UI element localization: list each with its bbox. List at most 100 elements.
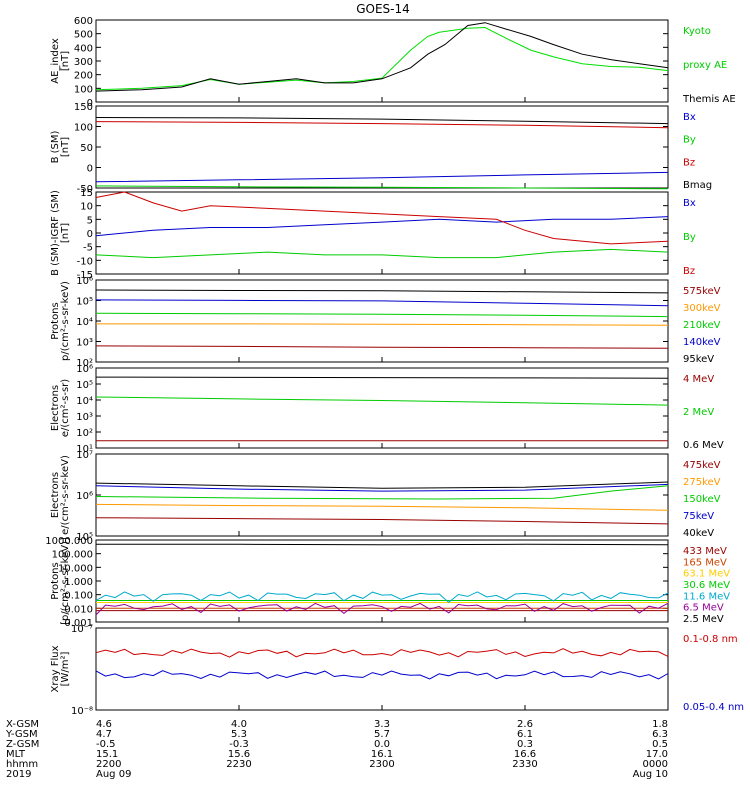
- ephemeris-value: 2200: [96, 759, 121, 770]
- series-line: [95, 26, 669, 91]
- legend-entry: Kyoto: [683, 26, 711, 37]
- y-tick-label: 100: [74, 84, 93, 95]
- y-tick-label: -10: [77, 256, 93, 267]
- y-axis-label: Electrons: [50, 385, 61, 431]
- y-tick-label: 10⁴: [76, 317, 93, 328]
- panel-6: 10⁷ 10⁶ 10⁵ Electrons e/(cm²-s-sr-keV) 475keV…: [50, 450, 721, 543]
- ephemeris-row-label: 2019: [6, 769, 31, 780]
- ephemeris-value: 15.1: [96, 749, 118, 760]
- legend-entry: 0.1-0.8 nm: [683, 634, 738, 645]
- series-line: [95, 216, 669, 237]
- y-axis-label: B (SM): [50, 130, 61, 163]
- panel-frame: [95, 19, 669, 103]
- y-tick-label: 10⁻⁷: [71, 624, 93, 635]
- series-line: [95, 289, 669, 294]
- ephemeris-value: 2330: [512, 759, 537, 770]
- legend-entry: proxy AE: [683, 60, 727, 71]
- ephemeris-row-label: Y-GSM: [5, 729, 38, 740]
- series-line: [95, 171, 669, 183]
- legend-entry: 433 MeV: [683, 546, 727, 557]
- y-tick-label: 10¹: [76, 444, 93, 455]
- legend-entry: 0.6 MeV: [683, 440, 724, 451]
- ephemeris-value: 4.6: [96, 719, 112, 730]
- ephemeris-value: 4.0: [231, 719, 247, 730]
- panel-frame: [95, 191, 669, 275]
- y-axis-label: [W/m²]: [60, 651, 71, 686]
- ephemeris-value: 0000: [643, 759, 668, 770]
- y-tick-label: 10⁵: [76, 532, 93, 543]
- legend-entry: Bz: [683, 266, 695, 277]
- y-tick-label: 10⁶: [76, 491, 93, 502]
- series-line: [95, 299, 669, 307]
- legend-entry: 2 MeV: [683, 407, 714, 418]
- legend-entry: 0.05-0.4 nm: [683, 702, 744, 713]
- ephemeris-value: 0.3: [517, 739, 533, 750]
- legend-entry: 6.5 MeV: [683, 603, 724, 614]
- y-axis-label: [nT]: [60, 51, 71, 71]
- chart-title: GOES-14: [356, 2, 410, 16]
- ephemeris-value: 17.0: [646, 749, 668, 760]
- y-tick-label: 600: [74, 16, 93, 27]
- y-tick-label: 1.000: [64, 577, 93, 588]
- y-axis-label: Protons: [50, 302, 61, 339]
- ephemeris-value: 16.1: [371, 749, 393, 760]
- y-tick-label: 0: [87, 229, 93, 240]
- series-line: [95, 396, 669, 406]
- legend-entry: 275keV: [683, 477, 721, 488]
- y-axis-label: AE_index: [50, 38, 61, 84]
- series-line: [95, 481, 669, 489]
- y-tick-label: 10²: [76, 428, 93, 439]
- panel-1: 600 500 400 300 200 100 0 AE_index [nT] Kyoto prox…: [50, 16, 736, 109]
- y-tick-label: 10³: [76, 338, 93, 349]
- series-line: [95, 485, 669, 500]
- ephemeris-value: 6.1: [517, 729, 533, 740]
- y-tick-label: 100: [74, 123, 93, 134]
- legend-entry: 4 MeV: [683, 374, 714, 385]
- series-line: [95, 117, 669, 125]
- y-tick-label: -5: [83, 243, 93, 254]
- y-tick-label: 10: [80, 202, 93, 213]
- panel-2: 150 100 50 0 -50 B (SM) [nT] Bx By Bz Bmag: [50, 102, 712, 195]
- y-tick-label: 100.000: [52, 550, 93, 561]
- ephemeris-row-label: hhmm: [6, 759, 38, 770]
- series-line: [95, 503, 669, 511]
- panel-7: 1000.000 100.000 10.000 1.000 0.100 0.010 0.00…: [45, 536, 730, 629]
- y-tick-label: 0: [87, 98, 93, 109]
- ephemeris-value: 6.3: [652, 729, 668, 740]
- legend-entry: 475keV: [683, 460, 721, 471]
- legend-entry: Bx: [683, 112, 696, 123]
- ephemeris-value: Aug 10: [633, 769, 668, 780]
- series-line: [95, 345, 669, 349]
- y-tick-label: 10⁻⁸: [71, 706, 93, 717]
- panel-5: 10⁶ 10⁵ 10⁴ 10³ 10² 10¹ Electrons e/(cm²-s-sr) 4…: [50, 364, 724, 455]
- series-line: [95, 121, 669, 129]
- series-line: [95, 670, 669, 680]
- y-axis-label: B (SM)-IGRF (SM): [50, 190, 61, 276]
- y-axis-label: Electrons: [50, 472, 61, 518]
- series-line: [95, 191, 669, 245]
- legend-entry: 150keV: [683, 494, 721, 505]
- series-line: [96, 323, 669, 326]
- ephemeris-value: 1.8: [652, 719, 668, 730]
- y-tick-label: 10.000: [58, 563, 93, 574]
- ephemeris-value: 16.6: [514, 749, 536, 760]
- series-line: [95, 248, 669, 259]
- y-tick-label: -15: [77, 270, 93, 281]
- y-tick-label: 500: [74, 30, 93, 41]
- ephemeris-value: 0.5: [652, 739, 668, 750]
- legend-entry: 165 MeV: [683, 557, 727, 568]
- legend-entry: Bz: [683, 157, 695, 168]
- y-tick-label: 10⁵: [76, 297, 93, 308]
- y-tick-label: 10²: [76, 358, 93, 369]
- ephemeris-value: 15.6: [228, 749, 250, 760]
- legend-entry: Themis AE: [682, 94, 736, 105]
- y-tick-label: 400: [74, 43, 93, 54]
- y-tick-label: 10⁶: [76, 276, 93, 287]
- panel-3: 15 10 5 0 -5 -10 -15 B (SM)-IGRF (SM) [nT] Bx By Bz: [50, 188, 696, 281]
- y-tick-label: 50: [80, 143, 93, 154]
- legend-entry: 11.6 MeV: [683, 591, 730, 602]
- legend-entry: 140keV: [683, 337, 721, 348]
- panel-8: 10⁻⁷ 10⁻⁸ Xray Flux [W/m²] 0.1-0.8 nm 0.05-0.…: [50, 624, 744, 717]
- ephemeris-row-label: MLT: [6, 749, 26, 760]
- ephemeris-value: 5.3: [231, 729, 247, 740]
